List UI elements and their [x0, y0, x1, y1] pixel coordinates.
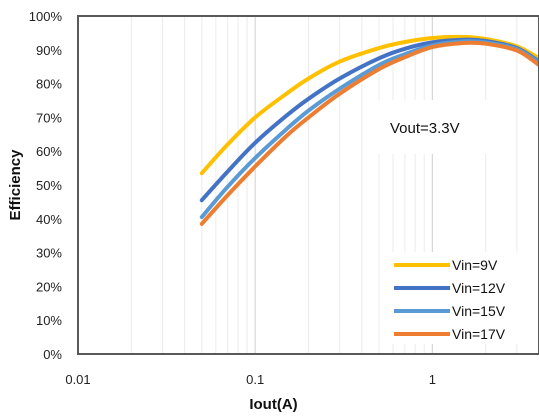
series-line-4 [199, 40, 539, 226]
grid-lines [77, 16, 539, 354]
y-tick-labels: 0% 10% 20% 30% 40% 50% 60% 70% 80% 90% 100% [29, 9, 63, 362]
y-tick-label: 60% [36, 144, 62, 159]
y-tick-label: 20% [36, 279, 62, 294]
legend-label-2: Vin=12V [452, 280, 506, 296]
y-tick-label: 50% [36, 178, 62, 193]
series-layer [199, 34, 539, 226]
legend-label-3: Vin=15V [452, 303, 506, 319]
y-tick-label: 70% [36, 110, 62, 125]
annotation-text: Vout=3.3V [390, 120, 460, 137]
y-tick-label: 30% [36, 246, 62, 261]
y-tick-label: 90% [36, 43, 62, 58]
x-tick-label: 0.1 [246, 372, 264, 387]
y-tick-label: 10% [36, 313, 62, 328]
x-tick-label: 1 [429, 372, 436, 387]
x-tick-labels: 0.01 0.1 1 [65, 372, 436, 387]
y-tick-label: 40% [36, 212, 62, 227]
legend: Vin=9V Vin=12V Vin=15V Vin=17V [388, 252, 528, 344]
legend-label-1: Vin=9V [452, 257, 498, 273]
legend-label-4: Vin=17V [452, 326, 506, 342]
annotation-box: Vout=3.3V [372, 100, 510, 154]
plot-frame [77, 15, 539, 355]
annotation-background [372, 100, 510, 154]
x-tick-label: 0.01 [65, 372, 90, 387]
y-tick-label: 100% [29, 9, 63, 24]
x-axis-title: Iout(A) [249, 396, 297, 413]
y-tick-label: 0% [43, 347, 62, 362]
y-tick-label: 80% [36, 77, 62, 92]
y-axis-title: Efficiency [7, 149, 24, 221]
legend-background [388, 252, 528, 344]
